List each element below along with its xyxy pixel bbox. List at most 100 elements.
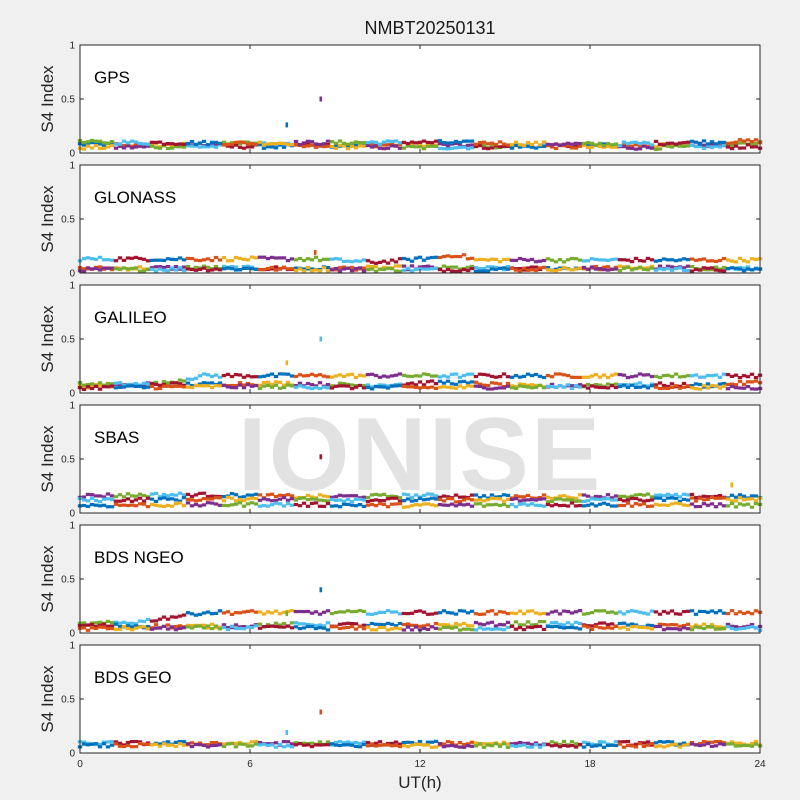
data-point bbox=[645, 504, 651, 509]
data-point bbox=[585, 494, 591, 498]
data-point bbox=[289, 626, 295, 630]
data-point bbox=[345, 740, 351, 744]
data-point bbox=[185, 385, 191, 389]
data-point bbox=[701, 743, 707, 747]
data-point bbox=[437, 375, 443, 379]
data-point bbox=[685, 609, 691, 613]
data-point bbox=[573, 610, 579, 614]
data-point bbox=[445, 740, 451, 744]
data-point bbox=[357, 609, 363, 613]
data-point bbox=[445, 267, 451, 272]
data-point bbox=[649, 143, 655, 147]
data-point bbox=[301, 269, 307, 273]
data-point bbox=[493, 267, 499, 272]
data-point bbox=[433, 266, 439, 270]
data-point bbox=[393, 144, 399, 148]
data-point bbox=[497, 375, 503, 379]
data-point bbox=[117, 267, 123, 271]
data-point bbox=[417, 267, 423, 271]
data-point bbox=[213, 140, 219, 144]
data-point bbox=[213, 743, 219, 747]
data-point bbox=[485, 373, 491, 377]
data-point bbox=[157, 265, 163, 269]
data-point bbox=[457, 255, 463, 259]
data-point bbox=[153, 626, 159, 630]
y-axis-label: S4 Index bbox=[38, 425, 57, 493]
data-point bbox=[689, 492, 695, 496]
data-point bbox=[545, 257, 551, 261]
data-point bbox=[401, 741, 407, 745]
data-point bbox=[421, 265, 427, 269]
data-point bbox=[597, 621, 603, 625]
data-point bbox=[89, 386, 95, 391]
data-point bbox=[169, 493, 175, 497]
data-point bbox=[485, 498, 491, 502]
data-point bbox=[93, 144, 99, 148]
data-point bbox=[193, 742, 199, 747]
data-point bbox=[409, 259, 415, 263]
data-point bbox=[649, 623, 655, 628]
data-point bbox=[265, 743, 271, 747]
data-point bbox=[197, 498, 203, 502]
data-point bbox=[733, 505, 739, 509]
data-point bbox=[297, 381, 303, 385]
data-point bbox=[629, 622, 635, 626]
data-point bbox=[409, 741, 415, 745]
data-point bbox=[301, 258, 307, 263]
data-point bbox=[681, 141, 687, 145]
data-point bbox=[81, 742, 87, 746]
data-point bbox=[293, 143, 299, 147]
data-point bbox=[381, 267, 387, 272]
data-point bbox=[229, 496, 235, 500]
data-point bbox=[329, 386, 335, 390]
data-point bbox=[137, 265, 143, 269]
data-point bbox=[329, 384, 335, 388]
data-point bbox=[605, 610, 611, 615]
data-point bbox=[737, 493, 743, 497]
data-point bbox=[181, 496, 187, 500]
data-point bbox=[349, 625, 355, 629]
data-point bbox=[565, 144, 571, 148]
data-point bbox=[685, 742, 691, 746]
data-point bbox=[633, 742, 639, 746]
data-point bbox=[629, 496, 635, 500]
data-point bbox=[653, 383, 659, 387]
series-cloud bbox=[77, 138, 763, 148]
data-point bbox=[241, 610, 247, 614]
data-point bbox=[545, 495, 551, 499]
data-point bbox=[301, 145, 307, 149]
data-point bbox=[325, 628, 331, 632]
data-point bbox=[445, 495, 451, 499]
data-point bbox=[749, 268, 755, 272]
data-point bbox=[493, 612, 499, 616]
data-point bbox=[445, 385, 451, 389]
data-point bbox=[385, 266, 391, 270]
data-point bbox=[541, 144, 547, 148]
data-point bbox=[181, 740, 187, 744]
data-point bbox=[625, 623, 631, 627]
outlier-point bbox=[319, 709, 323, 715]
data-point bbox=[633, 256, 639, 260]
data-point bbox=[461, 498, 467, 502]
data-point bbox=[313, 743, 319, 747]
data-point bbox=[113, 627, 119, 631]
data-point bbox=[605, 265, 611, 269]
data-point bbox=[333, 504, 339, 508]
data-point bbox=[317, 386, 323, 391]
data-point bbox=[609, 626, 615, 630]
data-point bbox=[657, 386, 663, 390]
data-point bbox=[173, 384, 179, 388]
data-point bbox=[265, 624, 271, 628]
data-point bbox=[273, 142, 279, 146]
data-point bbox=[669, 494, 675, 498]
data-point bbox=[413, 498, 419, 503]
data-point bbox=[381, 147, 387, 151]
data-point bbox=[169, 266, 175, 270]
data-point bbox=[485, 610, 491, 614]
data-point bbox=[445, 496, 451, 501]
data-point bbox=[641, 744, 647, 748]
data-point bbox=[125, 740, 131, 745]
data-point bbox=[361, 498, 367, 502]
data-point bbox=[209, 627, 215, 631]
data-point bbox=[565, 504, 571, 508]
